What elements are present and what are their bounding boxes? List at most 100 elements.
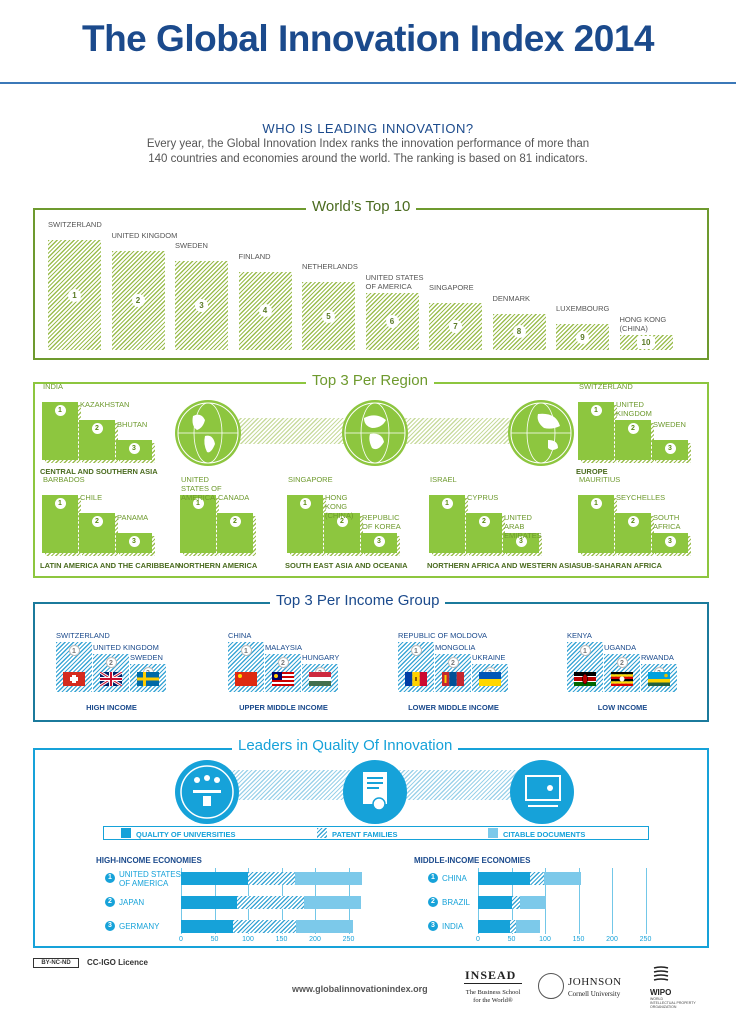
region-country-label: SWEDEN xyxy=(653,420,686,429)
axis-tick-label: 250 xyxy=(639,936,652,943)
income-country-label: UNITED KINGDOM xyxy=(93,643,159,652)
income-country-label: SWEDEN xyxy=(130,653,163,662)
top10-country-label: SWEDEN xyxy=(175,241,208,250)
region-rank-badge: 2 xyxy=(627,423,639,434)
economy-label: BRAZIL xyxy=(442,898,471,907)
region-country-label: MAURITIUS xyxy=(579,475,621,484)
region-country-label: INDIA xyxy=(43,382,64,391)
wipo-subtitle-3: ORGANIZATION xyxy=(650,1005,677,1009)
income-rank-badge: 1 xyxy=(68,645,80,656)
citable-bar xyxy=(303,896,361,909)
sweden-flag-icon xyxy=(137,672,159,686)
region-rank-badge: 3 xyxy=(128,536,140,547)
axis-tick-label: 100 xyxy=(242,936,254,943)
licence-text: CC-IGO Licence xyxy=(87,958,148,967)
universities-bar xyxy=(478,872,531,885)
economy-rank-badge: 1 xyxy=(105,873,115,883)
legend-universities: QUALITY OF UNIVERSITIES xyxy=(136,830,236,839)
top10-rank-badge: 2 xyxy=(131,293,145,307)
uganda-flag-icon xyxy=(611,672,633,686)
economy-label: INDIA xyxy=(442,922,464,931)
top10-country-label: HONG KONG (CHINA) xyxy=(619,314,667,333)
axis-tick-label: 100 xyxy=(539,936,551,943)
cc-licence-badge: BY-NC-ND xyxy=(33,958,79,968)
region-group-label: SOUTH EAST ASIA AND OCEANIA xyxy=(285,561,408,570)
region-group-label: LATIN AMERICA AND THE CARIBBEAN xyxy=(40,561,181,570)
region-rank-badge: 2 xyxy=(91,423,103,434)
region-group-label: EUROPE xyxy=(576,467,608,476)
region-country-label: CHILE xyxy=(80,493,103,502)
moldova-flag-icon xyxy=(405,672,427,686)
axis-tick-label: 250 xyxy=(342,936,355,943)
top10-rank-badge: 5 xyxy=(322,309,335,323)
top10-country-label: UNITED KINGDOM xyxy=(111,230,178,240)
axis-tick-label: 0 xyxy=(476,936,480,943)
top10-rank-badge: 8 xyxy=(512,325,526,339)
united-kingdom-flag-icon xyxy=(99,670,123,688)
region-country-label: KAZAKHSTAN xyxy=(80,400,130,409)
university-icon xyxy=(175,760,239,824)
income-group-label: LOW INCOME xyxy=(597,703,648,712)
top10-country-label: DENMARK xyxy=(492,293,531,303)
universities-bar xyxy=(181,872,248,885)
region-country-label: SINGAPORE xyxy=(288,475,333,484)
mongolia-flag-icon xyxy=(442,672,464,686)
page-title: The Global Innovation Index 2014 xyxy=(81,18,655,59)
region-rank-badge: 3 xyxy=(128,443,140,454)
legend-citable: CITABLE DOCUMENTS xyxy=(503,830,586,839)
patents-bar xyxy=(248,872,295,885)
cornell-text: Cornell University xyxy=(568,990,621,998)
wipo-subtitle-2: INTELLECTUAL PROPERTY xyxy=(650,1001,696,1005)
wipo-logo: WIPO xyxy=(650,988,672,997)
kenya-flag-icon xyxy=(574,672,596,686)
region-rank-badge: 2 xyxy=(91,516,103,527)
intro-text-line-1: Every year, the Global Innovation Index … xyxy=(146,138,590,150)
axis-tick-label: 150 xyxy=(572,936,585,943)
legend-swatch-patents xyxy=(317,828,327,838)
top10-rank-badge: 4 xyxy=(258,304,272,318)
insead-logo: INSEAD xyxy=(465,968,517,982)
johnson-logo: JOHNSON xyxy=(568,976,622,988)
axis-tick-label: 50 xyxy=(210,936,219,943)
top10-rank-badge: 1 xyxy=(68,288,81,302)
website-link[interactable]: www.globalinnovationindex.org xyxy=(292,984,428,994)
region-country-label: SOUTH AFRICA xyxy=(653,513,681,531)
patent-document-icon xyxy=(343,760,407,824)
income-country-label: SWITZERLAND xyxy=(56,631,110,640)
legend-swatch-universities xyxy=(121,828,131,838)
region-title: Top 3 Per Region xyxy=(306,372,434,389)
region-rank-badge: 1 xyxy=(590,498,602,509)
economy-rank-badge: 2 xyxy=(428,897,438,907)
top10-rank-badge: 10 xyxy=(637,335,655,349)
top10-rank-badge: 3 xyxy=(195,299,208,312)
citable-bar xyxy=(515,920,540,933)
cornell-seal-icon xyxy=(538,973,564,999)
top10-rank-badge: 7 xyxy=(449,320,462,333)
economy-rank-badge: 3 xyxy=(428,921,438,931)
region-country-label: UNITED KINGDOM xyxy=(616,400,652,418)
economy-rank-badge: 1 xyxy=(428,873,438,883)
income-country-label: REPUBLIC OF MOLDOVA xyxy=(398,631,488,640)
income-rank-badge: 2 xyxy=(277,657,289,668)
income-country-label: KENYA xyxy=(567,631,592,640)
region-rank-badge: 1 xyxy=(590,405,602,416)
income-rank-badge: 1 xyxy=(410,645,422,656)
region-country-label: HONG KONG (CHINA) xyxy=(325,493,354,520)
region-group-label: NORTHERN AFRICA AND WESTERN ASIA xyxy=(427,561,577,570)
region-country-label: REPUBLIC OF KOREA xyxy=(362,513,401,531)
income-rank-badge: 1 xyxy=(579,645,591,656)
region-rank-badge: 2 xyxy=(336,516,348,527)
income-country-label: MONGOLIA xyxy=(435,643,476,652)
region-country-label: ISRAEL xyxy=(430,475,457,484)
region-rank-badge: 1 xyxy=(54,405,66,416)
top10-country-label: UNITED STATES OF AMERICA xyxy=(365,272,424,291)
legend-patents: PATENT FAMILIES xyxy=(332,830,398,839)
citable-bar xyxy=(294,872,362,885)
legend-swatch-citable xyxy=(488,828,498,838)
region-country-label: BARBADOS xyxy=(43,475,85,484)
region-country-label: BHUTAN xyxy=(117,420,148,429)
top10-country-label: NETHERLANDS xyxy=(302,262,358,271)
title-divider xyxy=(0,82,736,84)
top10-country-label: SINGAPORE xyxy=(429,283,474,292)
grid-line xyxy=(645,868,647,934)
